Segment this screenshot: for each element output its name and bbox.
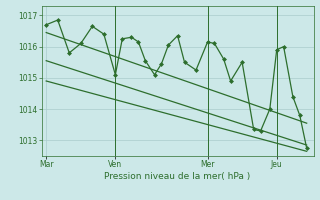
X-axis label: Pression niveau de la mer( hPa ): Pression niveau de la mer( hPa ) bbox=[104, 172, 251, 181]
